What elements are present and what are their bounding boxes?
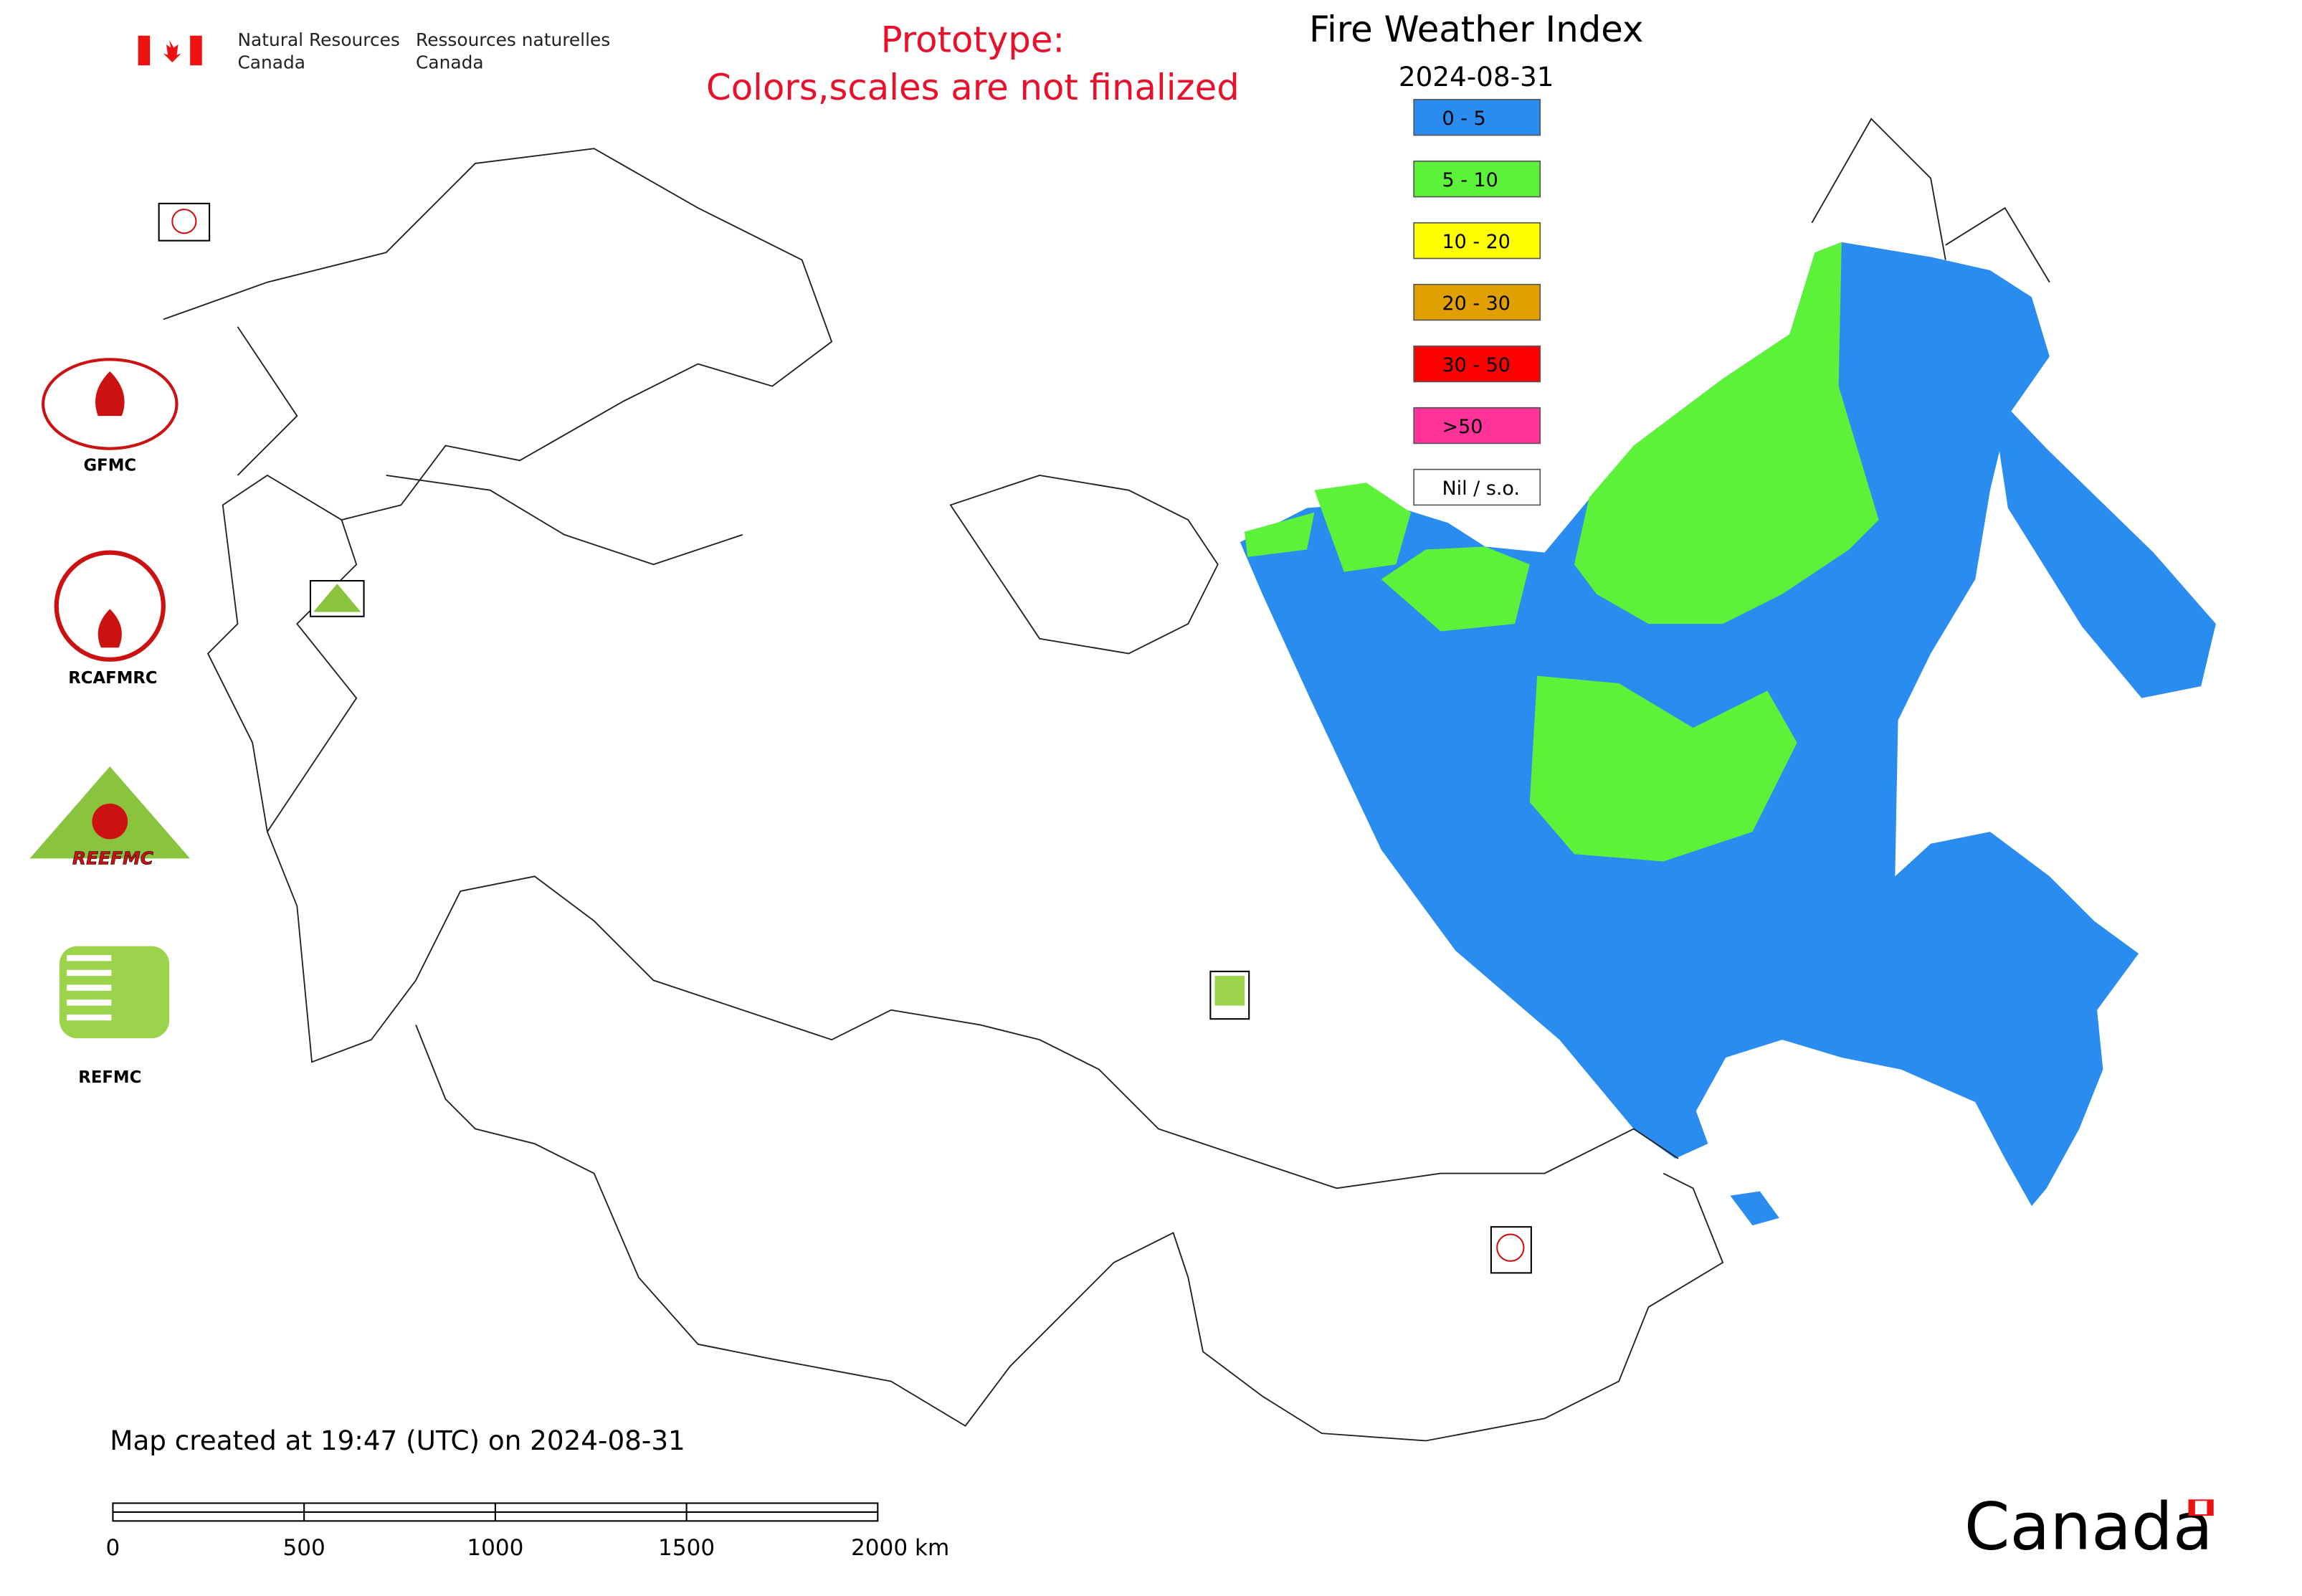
maple-leaf [163, 39, 181, 63]
agency-en: Canada [237, 52, 305, 72]
map-icon [1496, 1233, 1525, 1262]
logo-text: REEFMC [72, 848, 153, 869]
fwi-zone-moderate [1314, 483, 1412, 572]
fwi-zone-moderate [1381, 546, 1530, 632]
scale-label: 1500 [658, 1535, 715, 1561]
legend-label: 0 - 5 [1442, 108, 1486, 130]
fwi-zone-moderate [1529, 675, 1797, 862]
border [415, 1025, 1724, 1442]
scale-label: 2000 km [851, 1535, 949, 1561]
logo-label: REFMC [78, 1068, 141, 1087]
fwi-zone-moderate [1245, 512, 1315, 557]
scale-label: 1000 [467, 1535, 523, 1561]
gfmc-logo [42, 358, 179, 450]
legend: 0 - 5 5 - 10 10 - 20 20 - 30 30 - 50 >50 Nil /… [1413, 98, 1541, 506]
legend-swatch [1413, 468, 1541, 506]
map-icon [313, 584, 361, 612]
created-note: Map created at 19:47 (UTC) on 2024-08-31 [110, 1425, 685, 1456]
legend-swatch [1413, 222, 1541, 260]
gfmc-logo [95, 371, 125, 417]
wordmark-flag [2189, 1500, 2195, 1516]
map-area [163, 118, 2216, 1442]
legend-swatch [1413, 283, 1541, 321]
map-title: Fire Weather Index [1309, 9, 1643, 50]
legend-swatch [1413, 345, 1541, 383]
legend-label: 20 - 30 [1442, 293, 1511, 315]
wordmark-flag [2207, 1500, 2213, 1516]
border [237, 326, 743, 832]
notice: Colors,scales are not finalized [706, 67, 1240, 108]
logo-label: GFMC [83, 457, 136, 475]
canada-wordmark: Canada [1964, 1489, 2213, 1565]
legend-swatch [1413, 98, 1541, 136]
coast [1811, 118, 2050, 283]
gc-signature: Natural Resources Canada Ressources natu… [138, 29, 610, 72]
coast [949, 474, 1219, 655]
legend-swatch [1413, 407, 1541, 445]
fwi-zone-moderate [1574, 242, 1879, 624]
flag-band [138, 35, 151, 66]
map-icon [171, 209, 197, 234]
legend-label: 30 - 50 [1442, 354, 1511, 376]
agency-en: Natural Resources [237, 29, 399, 50]
map-date: 2024-08-31 [1399, 61, 1554, 92]
legend-label: >50 [1442, 416, 1483, 438]
rcafmrc-logo [97, 609, 122, 648]
reefmc-logo [92, 803, 128, 840]
scale-bar: 0 500 1000 1500 2000 km [106, 1502, 949, 1561]
fwi-zone-low [1989, 389, 2216, 698]
fwi-zone-low [1730, 1191, 1779, 1226]
partner-logos: GFMC RCAFMRC REEFMC REFMC [29, 202, 1532, 1274]
legend-label: 10 - 20 [1442, 231, 1511, 253]
rcafmrc-logo [54, 550, 166, 662]
border [163, 148, 1679, 1189]
legend-label: Nil / s.o. [1442, 478, 1520, 500]
notice: Prototype: [881, 19, 1065, 61]
agency-fr: Ressources naturelles [416, 29, 610, 50]
logo-label: RCAFMRC [68, 669, 157, 688]
legend-swatch [1413, 160, 1541, 198]
refmc-logo [67, 955, 112, 1021]
flag-band [190, 35, 202, 66]
legend-label: 5 - 10 [1442, 169, 1498, 191]
scale-label: 0 [106, 1535, 120, 1561]
agency-fr: Canada [416, 52, 484, 72]
scale-label: 500 [283, 1535, 325, 1561]
fwi-zone-low [1240, 242, 2139, 1207]
map-icon [1214, 976, 1245, 1006]
